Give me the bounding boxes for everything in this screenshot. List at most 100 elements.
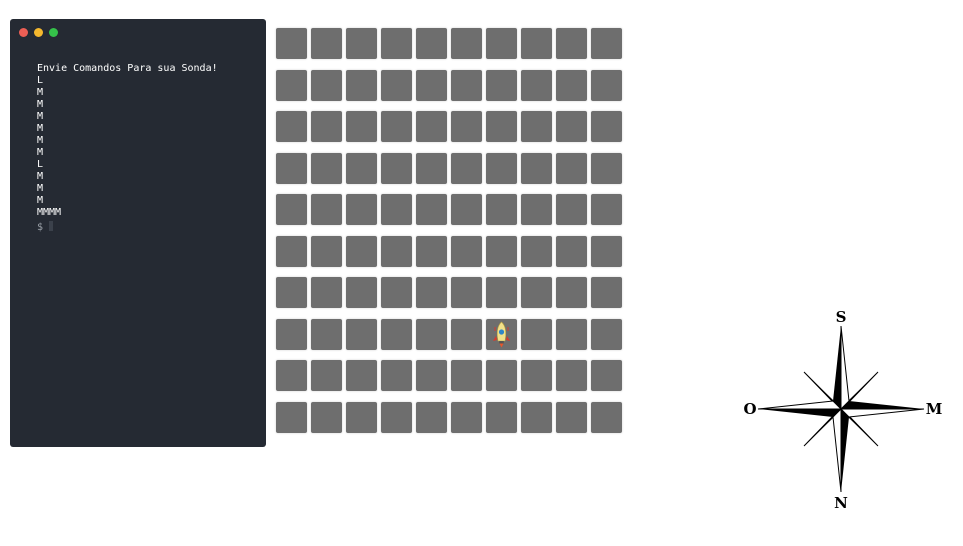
compass-rose: S N O M	[743, 308, 943, 512]
grid-cell	[416, 28, 447, 59]
grid-cell	[381, 28, 412, 59]
grid-cell	[521, 194, 552, 225]
grid-cell	[521, 360, 552, 391]
grid-cell	[451, 235, 482, 267]
grid-cell	[591, 28, 622, 59]
grid-cell	[381, 318, 412, 350]
grid-cell	[416, 194, 447, 225]
grid-cell	[276, 152, 307, 184]
grid-cell	[381, 277, 412, 308]
terminal-line: L	[37, 75, 44, 86]
grid-cell	[521, 235, 552, 267]
grid-cell	[311, 318, 342, 350]
grid-cell	[381, 152, 412, 184]
grid-cell	[556, 360, 587, 391]
grid-cell	[381, 111, 412, 142]
grid-cell	[556, 401, 587, 433]
grid-cell	[486, 277, 517, 308]
grid-cell	[311, 235, 342, 267]
grid-cell	[591, 360, 622, 391]
terminal-line: M	[37, 99, 44, 110]
grid-cell	[346, 235, 377, 267]
grid-cell	[486, 401, 517, 433]
terminal-line: M	[37, 183, 44, 194]
grid-cell	[311, 277, 342, 308]
grid-cell	[521, 277, 552, 308]
grid-cell	[416, 318, 447, 350]
grid-cell	[276, 360, 307, 391]
grid-cell	[486, 360, 517, 391]
rocket-icon	[493, 321, 510, 347]
grid-cell	[311, 360, 342, 391]
grid-cell	[416, 360, 447, 391]
grid-cell	[276, 111, 307, 142]
grid-cell	[311, 401, 342, 433]
grid-cell	[346, 318, 377, 350]
grid-cell	[451, 28, 482, 59]
grid-cell	[486, 28, 517, 59]
grid-cell	[416, 69, 447, 101]
grid-cell	[556, 111, 587, 142]
grid-cell	[276, 194, 307, 225]
grid-cell	[486, 69, 517, 101]
grid-cell	[451, 69, 482, 101]
grid-cell	[346, 69, 377, 101]
grid-cell	[276, 401, 307, 433]
grid-cell	[486, 194, 517, 225]
grid-cell	[346, 401, 377, 433]
grid-cell	[276, 318, 307, 350]
grid-cell	[416, 111, 447, 142]
terminal-prompt-symbol: $	[37, 222, 44, 233]
grid-cell	[521, 152, 552, 184]
grid-cell	[591, 318, 622, 350]
grid-cell	[556, 28, 587, 59]
terminal-line: MMMM	[37, 207, 62, 218]
grid-cell	[521, 111, 552, 142]
grid-cell	[521, 401, 552, 433]
grid-cell	[451, 194, 482, 225]
grid-cell	[556, 277, 587, 308]
terminal-line: M	[37, 135, 44, 146]
grid-cell	[486, 152, 517, 184]
compass-label-bottom: N	[834, 494, 848, 512]
window-controls	[19, 28, 58, 37]
close-window-dot[interactable]	[19, 28, 28, 37]
grid-cell	[556, 318, 587, 350]
terminal-line: M	[37, 111, 44, 122]
grid-cell	[591, 235, 622, 267]
grid-cell	[591, 277, 622, 308]
compass-label-right: M	[926, 400, 943, 418]
terminal-line: M	[37, 171, 44, 182]
grid-cell	[486, 111, 517, 142]
grid-cell	[521, 69, 552, 101]
terminal-window: Envie Comandos Para sua Sonda! L M M M M M M L M M…	[10, 19, 266, 447]
grid-cell	[311, 111, 342, 142]
minimize-window-dot[interactable]	[34, 28, 43, 37]
terminal-line: M	[37, 123, 44, 134]
grid-cell	[276, 69, 307, 101]
grid-cell	[346, 194, 377, 225]
grid-cell	[451, 152, 482, 184]
terminal-prompt-line[interactable]: $	[37, 221, 256, 235]
grid-cell	[276, 28, 307, 59]
grid-cell	[381, 69, 412, 101]
grid-cell	[591, 401, 622, 433]
grid-cell	[556, 152, 587, 184]
grid-cell	[451, 401, 482, 433]
grid-cell	[311, 28, 342, 59]
grid-cell	[346, 277, 377, 308]
grid-cell	[311, 69, 342, 101]
grid-cell	[276, 277, 307, 308]
terminal-line: M	[37, 147, 44, 158]
grid-cell	[521, 318, 552, 350]
terminal-line: M	[37, 87, 44, 98]
grid-cell	[451, 360, 482, 391]
grid-cell	[416, 152, 447, 184]
grid-cell	[416, 401, 447, 433]
terminal-line: L	[37, 159, 44, 170]
grid-cell	[486, 235, 517, 267]
maximize-window-dot[interactable]	[49, 28, 58, 37]
grid-cell	[381, 194, 412, 225]
grid-cell	[486, 318, 517, 350]
terminal-line: Envie Comandos Para sua Sonda!	[37, 63, 218, 74]
